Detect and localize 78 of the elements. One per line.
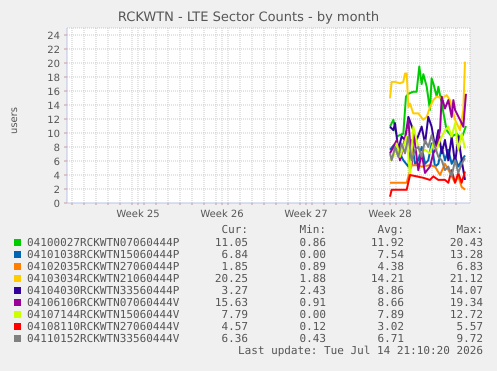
text: 8.86 bbox=[378, 284, 404, 297]
y-tick-label: 14 bbox=[47, 101, 60, 112]
legend-label: 04102035RCKWTN27060444P bbox=[27, 260, 180, 273]
text: 14.21 bbox=[370, 272, 404, 285]
y-tick-label: 0 bbox=[54, 199, 60, 210]
text: 4.57 bbox=[222, 320, 248, 333]
text: 0.12 bbox=[300, 320, 326, 333]
legend-label: 04100027RCKWTN07060444P bbox=[27, 236, 180, 249]
text: 6.84 bbox=[222, 248, 248, 261]
text: 14.07 bbox=[450, 284, 483, 297]
y-tick-label: 12 bbox=[47, 115, 60, 126]
line-series bbox=[389, 116, 466, 181]
text: 9.72 bbox=[456, 332, 483, 345]
line-series bbox=[389, 92, 467, 174]
legend-label: 04101038RCKWTN15060444P bbox=[27, 248, 180, 261]
y-tick-label: 8 bbox=[54, 143, 60, 154]
text: 0.86 bbox=[300, 236, 326, 249]
text: 19.34 bbox=[450, 296, 483, 309]
text: 21.12 bbox=[450, 272, 483, 285]
line-series bbox=[389, 66, 467, 140]
legend-label: 04110152RCKWTN33560444V bbox=[27, 332, 180, 345]
legend-label: 04108110RCKWTN27060444V bbox=[27, 320, 180, 333]
y-tick-label: 10 bbox=[47, 129, 60, 140]
y-tick-label: 24 bbox=[47, 31, 60, 42]
line-series bbox=[389, 169, 466, 198]
text: 20.43 bbox=[450, 236, 483, 249]
y-tick-label: 22 bbox=[47, 45, 60, 56]
y-tick-label: 2 bbox=[54, 185, 60, 196]
y-axis-title: users bbox=[10, 106, 20, 134]
text: 12.72 bbox=[450, 308, 483, 321]
text: 3.27 bbox=[222, 284, 248, 297]
y-tick-label: 18 bbox=[47, 73, 60, 84]
text: 7.79 bbox=[222, 308, 248, 321]
line-series bbox=[389, 139, 466, 168]
text: 11.92 bbox=[370, 236, 404, 249]
text: 6.71 bbox=[378, 332, 404, 345]
text: 13.28 bbox=[450, 248, 483, 261]
text: 0.43 bbox=[300, 332, 326, 345]
line-series bbox=[389, 60, 466, 132]
x-tick-label: Week 27 bbox=[284, 209, 328, 220]
legend-label: 04103034RCKWTN21060444P bbox=[27, 272, 180, 285]
text: 3.02 bbox=[378, 320, 404, 333]
text: 0.00 bbox=[300, 308, 326, 321]
text: Max: bbox=[456, 223, 483, 236]
text: 6.36 bbox=[222, 332, 248, 345]
legend-label: 04107144RCKWTN15060444V bbox=[27, 308, 180, 321]
line-series bbox=[389, 122, 466, 178]
y-tick-label: 4 bbox=[54, 171, 60, 182]
text: 6.83 bbox=[456, 260, 483, 273]
text: 5.57 bbox=[456, 320, 483, 333]
text: Avg: bbox=[378, 223, 404, 236]
legend-label: 04104030RCKWTN33560444P bbox=[27, 284, 180, 297]
text: 1.85 bbox=[222, 260, 248, 273]
text: 0.00 bbox=[300, 248, 326, 261]
text: 0.91 bbox=[300, 296, 326, 309]
text: 8.66 bbox=[378, 296, 404, 309]
text: 2.43 bbox=[300, 284, 326, 297]
text: 15.63 bbox=[214, 296, 248, 309]
line-series bbox=[389, 134, 466, 178]
text: 20.25 bbox=[214, 272, 248, 285]
x-tick-label: Week 26 bbox=[200, 209, 244, 220]
y-tick-label: 20 bbox=[47, 59, 60, 70]
text: Cur: bbox=[222, 223, 248, 236]
text: 0.89 bbox=[300, 260, 326, 273]
y-tick-label: 16 bbox=[47, 87, 60, 98]
chart-title: RCKWTN - LTE Sector Counts - by month bbox=[116, 10, 380, 25]
legend-label: 04106106RCKWTN07060444V bbox=[27, 296, 180, 309]
text: Last update: Tue Jul 14 21:10:20 2026 bbox=[238, 344, 483, 357]
text: 11.05 bbox=[214, 236, 248, 249]
text: Min: bbox=[300, 223, 326, 236]
text: 7.89 bbox=[378, 308, 404, 321]
x-tick-label: Week 28 bbox=[368, 209, 412, 220]
x-tick-label: Week 25 bbox=[116, 209, 160, 220]
y-tick-label: 6 bbox=[54, 157, 60, 168]
text: 7.54 bbox=[378, 248, 404, 261]
text: 1.88 bbox=[300, 272, 326, 285]
text: 4.38 bbox=[378, 260, 404, 273]
line-series bbox=[389, 162, 466, 191]
